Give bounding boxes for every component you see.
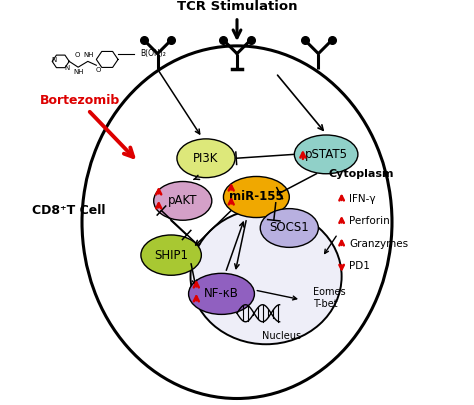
- Text: IFN-γ: IFN-γ: [349, 194, 376, 204]
- Text: O: O: [96, 67, 101, 73]
- Ellipse shape: [294, 135, 358, 174]
- Text: SHIP1: SHIP1: [154, 249, 188, 262]
- Ellipse shape: [223, 177, 289, 217]
- Ellipse shape: [177, 139, 235, 178]
- Ellipse shape: [141, 235, 201, 275]
- Text: PD1: PD1: [349, 261, 370, 271]
- Text: CD8⁺T Cell: CD8⁺T Cell: [32, 204, 105, 217]
- Text: Cytoplasm: Cytoplasm: [328, 169, 394, 179]
- Text: NH: NH: [83, 52, 94, 58]
- Text: Eomes
T-bet: Eomes T-bet: [312, 287, 345, 309]
- Text: N: N: [64, 65, 69, 71]
- Text: PI3K: PI3K: [193, 152, 219, 165]
- Ellipse shape: [189, 273, 255, 314]
- Ellipse shape: [260, 209, 319, 247]
- Text: miR-155: miR-155: [229, 190, 284, 203]
- Text: N: N: [52, 57, 57, 63]
- Ellipse shape: [191, 209, 342, 344]
- Text: pAKT: pAKT: [168, 194, 198, 207]
- Text: Bortezomib: Bortezomib: [40, 94, 120, 107]
- Text: NH: NH: [73, 69, 84, 75]
- Ellipse shape: [82, 46, 392, 399]
- Ellipse shape: [154, 181, 212, 220]
- Text: Perforin: Perforin: [349, 216, 390, 226]
- Text: TCR Stimulation: TCR Stimulation: [177, 0, 297, 13]
- Text: Nucleus: Nucleus: [262, 331, 301, 341]
- Text: NF-κB: NF-κB: [204, 288, 239, 301]
- Text: Granzymes: Granzymes: [349, 239, 409, 249]
- Text: B(OH)₂: B(OH)₂: [140, 49, 166, 58]
- Text: O: O: [74, 52, 80, 58]
- Text: SOCS1: SOCS1: [269, 222, 309, 234]
- Text: pSTAT5: pSTAT5: [305, 148, 347, 161]
